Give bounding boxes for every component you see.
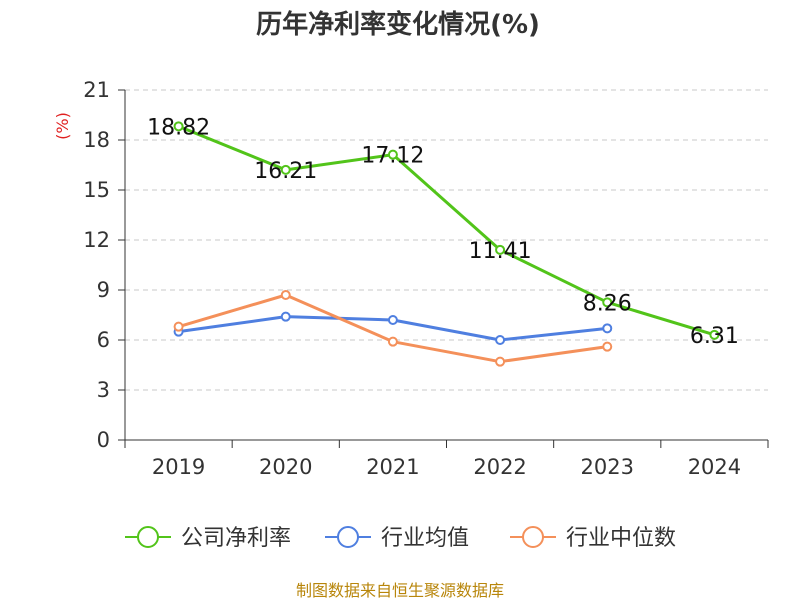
- chart-title: 历年净利率变化情况(%): [256, 9, 540, 40]
- legend-label: 行业中位数: [566, 526, 676, 551]
- legend-item-1[interactable]: 行业均值: [325, 526, 469, 551]
- y-tick-label: 0: [97, 428, 110, 452]
- legend-label: 公司净利率: [181, 526, 291, 551]
- series-line-0: [178, 124, 715, 337]
- x-tick-label: 2019: [152, 455, 205, 479]
- series-lines: [173, 121, 720, 367]
- legend-item-0[interactable]: 公司净利率: [125, 526, 291, 551]
- source-note: 制图数据来自恒生聚源数据库: [296, 581, 504, 600]
- legend-item-2[interactable]: 行业中位数: [510, 526, 676, 551]
- data-label: 6.31: [690, 324, 739, 349]
- series-line-2: [178, 293, 608, 364]
- data-label: 16.21: [254, 159, 317, 184]
- data-point: [602, 297, 613, 308]
- data-point: [495, 356, 506, 367]
- x-tick-label: 2020: [259, 455, 312, 479]
- data-point: [602, 323, 613, 334]
- data-point: [387, 336, 398, 347]
- data-point: [173, 321, 184, 332]
- data-point: [280, 311, 291, 322]
- data-point: [173, 121, 184, 132]
- data-point: [387, 315, 398, 325]
- x-tick-label: 2022: [473, 455, 526, 479]
- x-tick-label: 2021: [366, 455, 419, 479]
- data-label: 18.82: [147, 115, 210, 140]
- y-tick-label: 12: [83, 228, 110, 252]
- data-point: [387, 149, 398, 160]
- data-point: [495, 244, 506, 255]
- legend[interactable]: 公司净利率 行业均值 行业中位数: [125, 526, 676, 551]
- y-tick-label: 18: [83, 128, 110, 152]
- y-tick-label: 21: [83, 78, 110, 102]
- legend-marker: [137, 526, 159, 548]
- x-tick-label: 2024: [688, 455, 741, 479]
- legend-marker: [522, 526, 544, 548]
- data-labels: 18.82 16.21 17.12 11.41 8.26 6.31: [147, 115, 739, 349]
- data-label: 17.12: [361, 144, 424, 169]
- data-label: 8.26: [583, 291, 632, 316]
- y-tick-label: 6: [97, 328, 110, 352]
- legend-marker: [337, 526, 359, 548]
- y-tick-label: 15: [83, 178, 110, 202]
- grid-lines: [125, 89, 768, 391]
- legend-label: 行业均值: [381, 526, 469, 551]
- data-point: [280, 290, 291, 300]
- data-point: [280, 164, 291, 175]
- x-tick-label: 2023: [581, 455, 634, 479]
- axes: 0 3 6 9 12 15 18 21 2019 2020 2021 2022 2023 2024: [83, 78, 769, 479]
- y-tick-label: 9: [97, 278, 110, 302]
- y-axis-unit-label: (%): [53, 112, 72, 140]
- y-tick-label: 3: [97, 378, 110, 402]
- data-point: [709, 329, 720, 340]
- data-point: [495, 335, 506, 345]
- data-label: 11.41: [469, 239, 532, 264]
- data-point: [602, 341, 613, 352]
